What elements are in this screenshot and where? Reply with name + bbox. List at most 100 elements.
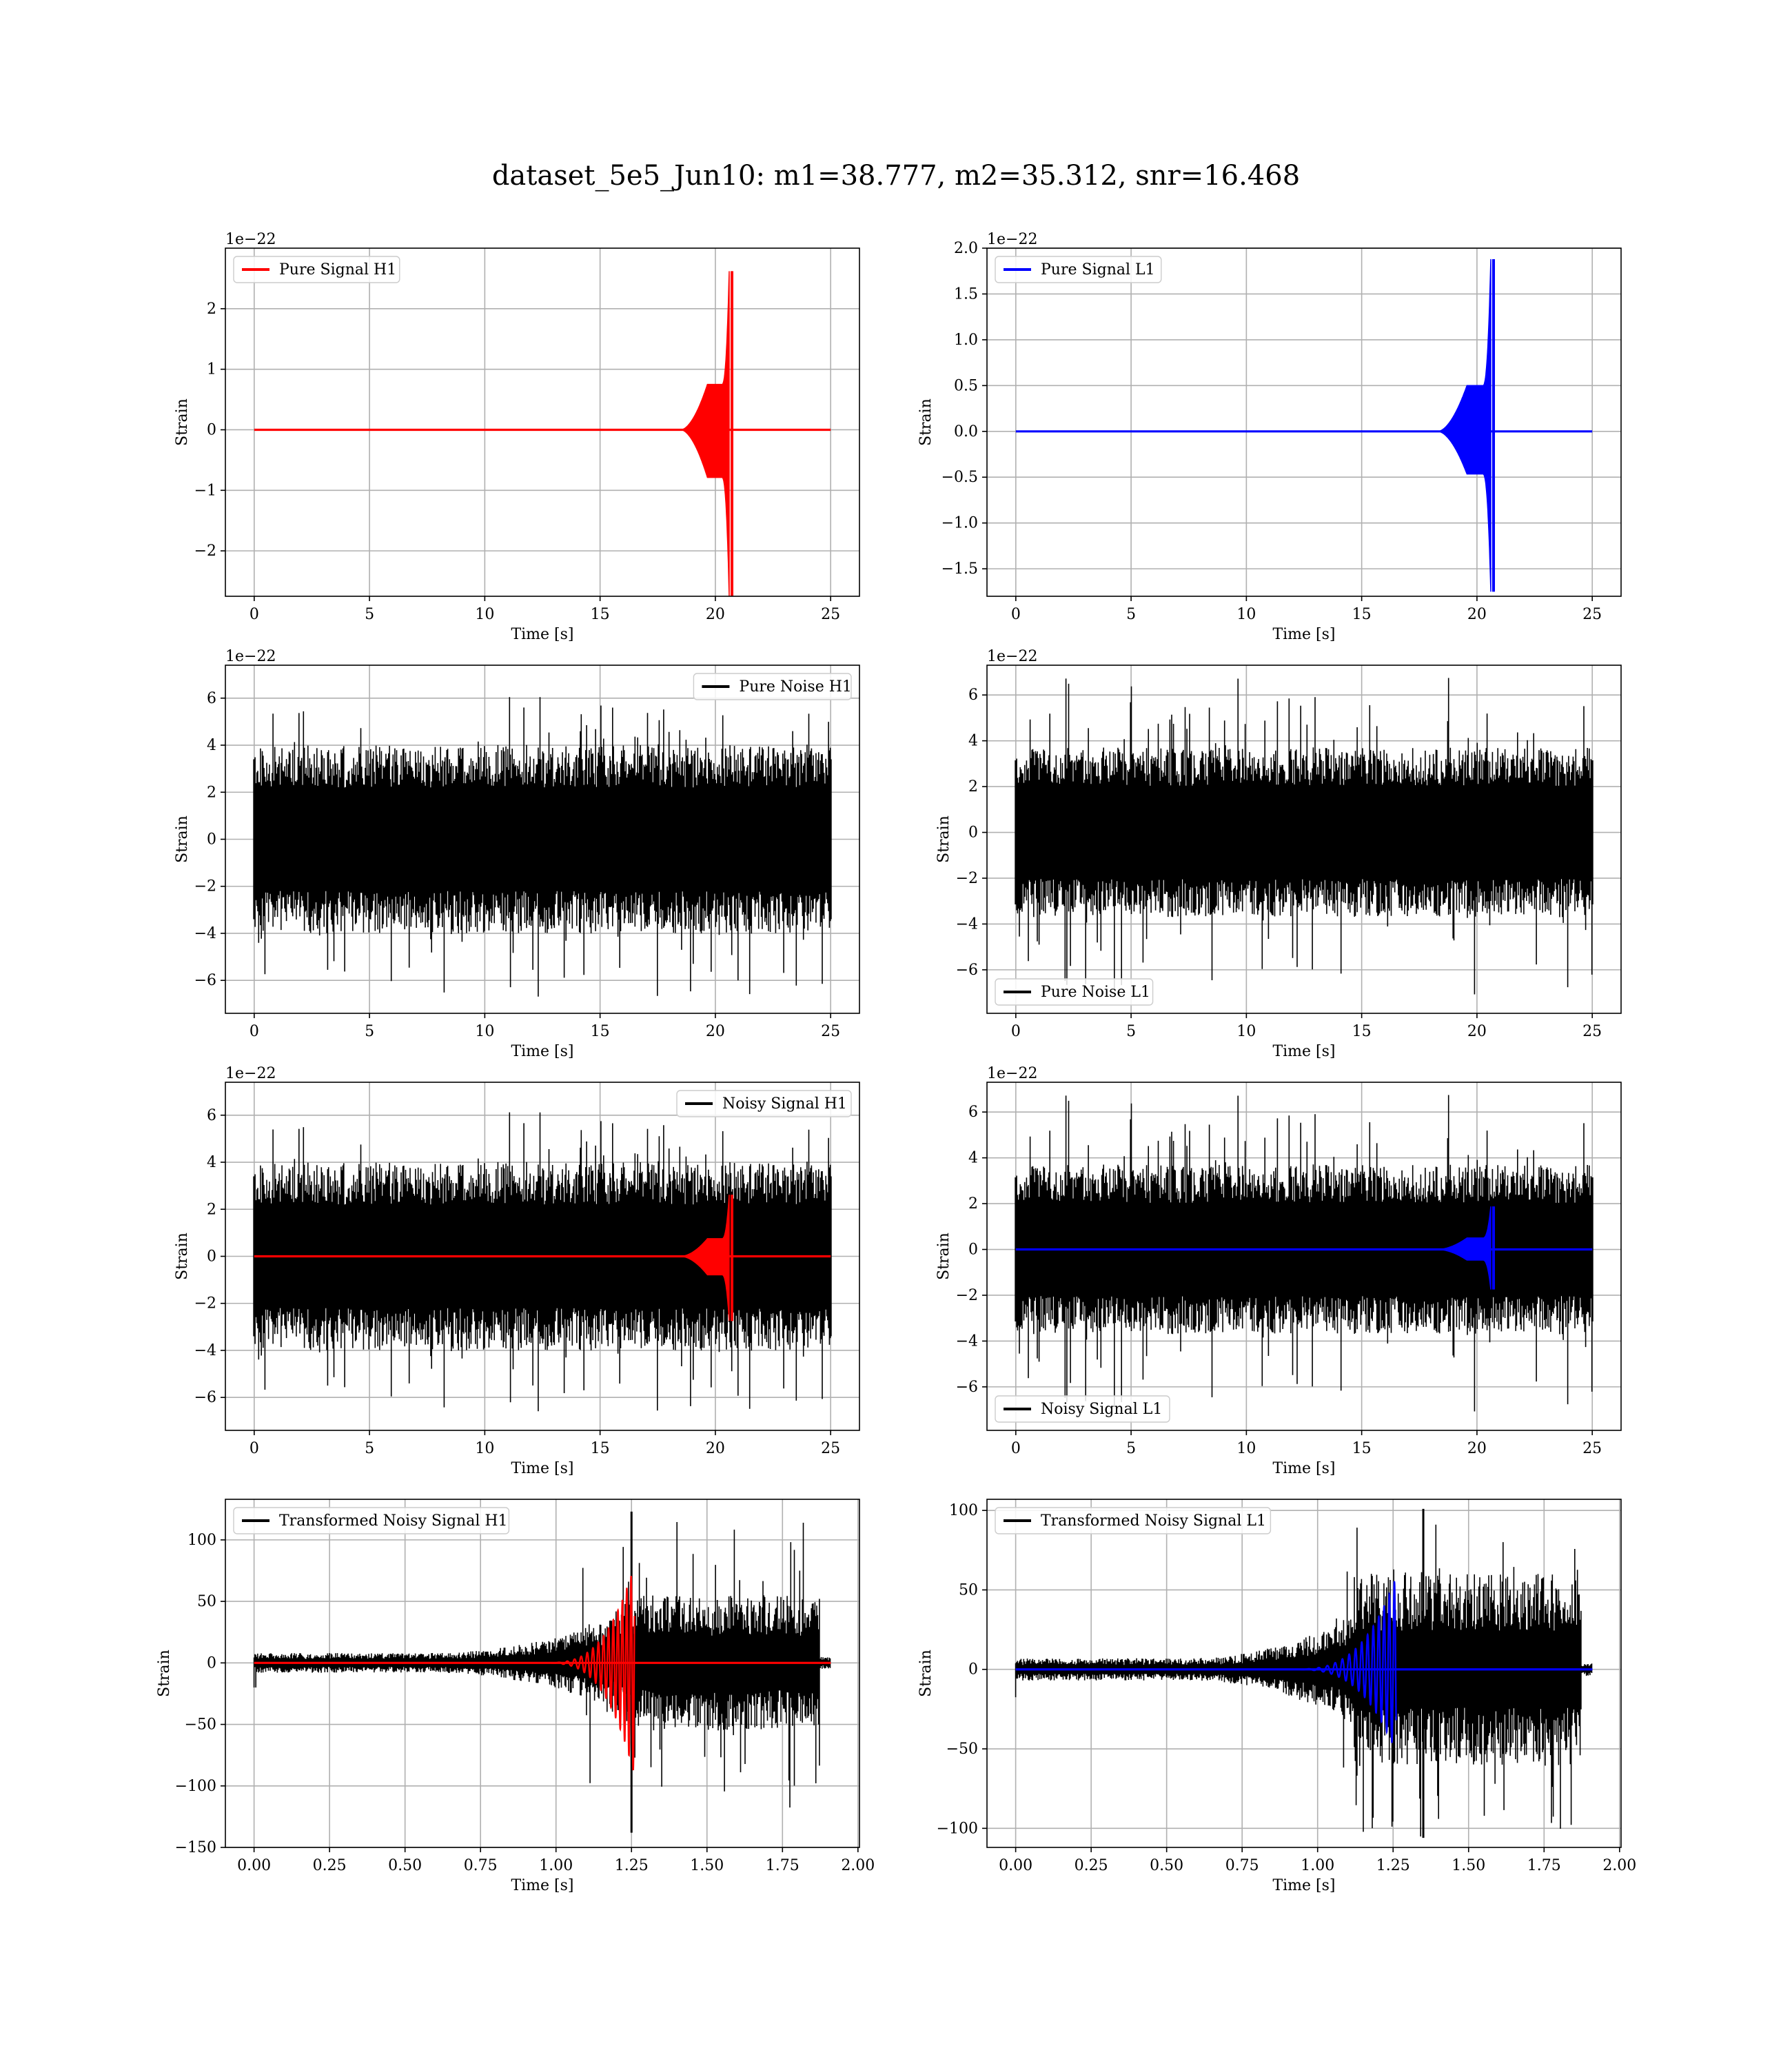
legend: Noisy Signal L1 (995, 1395, 1170, 1423)
y-tick-label: −2 (194, 878, 216, 895)
y-tick-label: −4 (956, 915, 978, 933)
y-tick-label: 50 (197, 1593, 216, 1610)
x-tick-label: 20 (1467, 1440, 1487, 1457)
y-tick-label: 6 (207, 1107, 216, 1124)
x-tick-label: 2.00 (1602, 1857, 1636, 1874)
ticks: 0 5 10 15 20 25 −6 −4 −2 0 2 4 6 (956, 1104, 1602, 1457)
y-tick-label: 0 (968, 824, 978, 842)
y-tick-label: −100 (937, 1820, 978, 1837)
legend-box (676, 1090, 852, 1117)
x-tick-label: 15 (591, 1023, 610, 1040)
legend-label: Noisy Signal L1 (1041, 1401, 1162, 1418)
x-tick-label: 15 (591, 1440, 610, 1457)
subplot-7: 0.00 0.25 0.50 0.75 1.00 1.25 1.50 1.75 2.00 −150… (156, 1499, 875, 1894)
y-tick-label: 6 (207, 690, 216, 707)
x-axis-label: Time [s] (511, 1043, 573, 1060)
y-tick-label: 0.0 (954, 423, 978, 440)
x-tick-label: 0.50 (1150, 1857, 1183, 1874)
x-tick-label: 15 (1352, 1440, 1372, 1457)
x-tick-label: 0 (1011, 1440, 1021, 1457)
y-tick-label: −2 (194, 1295, 216, 1312)
y-tick-label: −0.5 (941, 469, 978, 486)
y-tick-label: 0 (207, 421, 216, 438)
subplot-6: 0 5 10 15 20 25 −6 −4 −2 0 2 4 6 Time [s] Strain 1e−22 N… (935, 1065, 1622, 1477)
ticks: 0 5 10 15 20 25 −2 −1 0 1 2 (194, 301, 841, 623)
y-axis-label: Strain (174, 398, 191, 446)
legend: Transformed Noisy Signal H1 (233, 1507, 510, 1534)
x-tick-label: 1.25 (1376, 1857, 1410, 1874)
x-tick-label: 20 (706, 606, 725, 623)
y-tick-label: 2 (968, 778, 978, 795)
ticks: 0 5 10 15 20 25 −6 −4 −2 0 2 4 6 (194, 1107, 841, 1457)
legend-box (995, 1395, 1170, 1423)
legend: Pure Noise H1 (693, 673, 852, 700)
x-axis-label: Time [s] (1272, 1043, 1335, 1060)
x-tick-label: 5 (365, 1023, 374, 1040)
x-tick-label: 25 (821, 606, 840, 623)
x-tick-label: 0 (1011, 606, 1021, 623)
x-tick-label: 0.25 (313, 1857, 347, 1874)
chirp-waveform (1287, 1581, 1397, 1743)
y-tick-label: −1.5 (941, 560, 978, 578)
x-tick-label: 20 (1467, 1023, 1487, 1040)
legend-box (233, 256, 400, 283)
y-tick-label: 0 (207, 1248, 216, 1266)
subplot-3: 0 5 10 15 20 25 −6 −4 −2 0 2 4 6 Time [s] Strain 1e−22 P… (174, 648, 860, 1060)
y-tick-label: −2 (194, 543, 216, 560)
legend: Transformed Noisy Signal L1 (995, 1507, 1272, 1534)
x-axis-label: Time [s] (511, 1460, 573, 1477)
chirp-envelope (1438, 258, 1491, 592)
x-tick-label: 25 (1582, 1023, 1602, 1040)
subplot-2: 0 5 10 15 20 25 −1.5 −1.0 −0.5 0.0 0.5 1.0 1.5 2.0 Tim… (917, 231, 1622, 643)
x-tick-label: 5 (1126, 606, 1136, 623)
y-axis-label: Strain (935, 1233, 953, 1280)
x-axis-label: Time [s] (1272, 626, 1335, 643)
x-tick-label: 0 (1011, 1023, 1021, 1040)
y-tick-label: 1.0 (954, 332, 978, 349)
legend-label: Transformed Noisy Signal L1 (1041, 1512, 1266, 1530)
y-tick-label: 2.0 (954, 240, 978, 257)
y-tick-label: −4 (956, 1332, 978, 1350)
legend-label: Pure Noise H1 (739, 678, 852, 696)
x-tick-label: 1.00 (539, 1857, 573, 1874)
y-tick-label: 100 (949, 1502, 978, 1519)
x-tick-label: 15 (1352, 1023, 1372, 1040)
series-group (253, 1511, 831, 1833)
y-tick-label: −150 (175, 1839, 216, 1856)
y-tick-label: 100 (187, 1532, 216, 1549)
x-tick-label: 10 (475, 1023, 494, 1040)
x-tick-label: 0 (250, 606, 259, 623)
y-axis-label: Strain (917, 398, 935, 446)
offset-text: 1e−22 (225, 231, 276, 248)
y-tick-label: −4 (194, 925, 216, 942)
x-tick-label: 15 (1352, 606, 1372, 623)
x-tick-label: 1.50 (690, 1857, 724, 1874)
legend-box (995, 256, 1162, 283)
x-tick-label: 1.50 (1452, 1857, 1485, 1874)
y-tick-label: 2 (968, 1195, 978, 1213)
x-tick-label: 1.75 (1527, 1857, 1561, 1874)
x-axis-label: Time [s] (1272, 1877, 1335, 1894)
x-axis-label: Time [s] (1272, 1460, 1335, 1477)
series-group (1015, 1095, 1594, 1412)
x-tick-label: 10 (1236, 606, 1256, 623)
x-tick-label: 5 (365, 606, 374, 623)
y-tick-label: 0.5 (954, 377, 978, 394)
y-tick-label: 2 (207, 1201, 216, 1218)
ticks: 0 5 10 15 20 25 −1.5 −1.0 −0.5 0.0 0.5 1.0 1.5 2.0 (941, 240, 1602, 623)
x-tick-label: 0 (250, 1440, 259, 1457)
y-tick-label: −1 (194, 482, 216, 499)
y-tick-label: 6 (968, 1104, 978, 1121)
ticks: 0 5 10 15 20 25 −6 −4 −2 0 2 4 6 (956, 687, 1602, 1040)
y-tick-label: 0 (207, 831, 216, 849)
y-tick-label: 0 (968, 1241, 978, 1259)
x-tick-label: 10 (1236, 1440, 1256, 1457)
legend-label: Noisy Signal H1 (722, 1095, 847, 1113)
series-group (1015, 678, 1594, 995)
y-tick-label: 4 (207, 737, 216, 754)
legend-label: Pure Signal L1 (1041, 261, 1155, 278)
series-group (253, 1112, 832, 1412)
y-tick-label: −2 (956, 870, 978, 887)
x-axis-label: Time [s] (511, 1877, 573, 1894)
axes-frame (986, 1082, 1622, 1431)
